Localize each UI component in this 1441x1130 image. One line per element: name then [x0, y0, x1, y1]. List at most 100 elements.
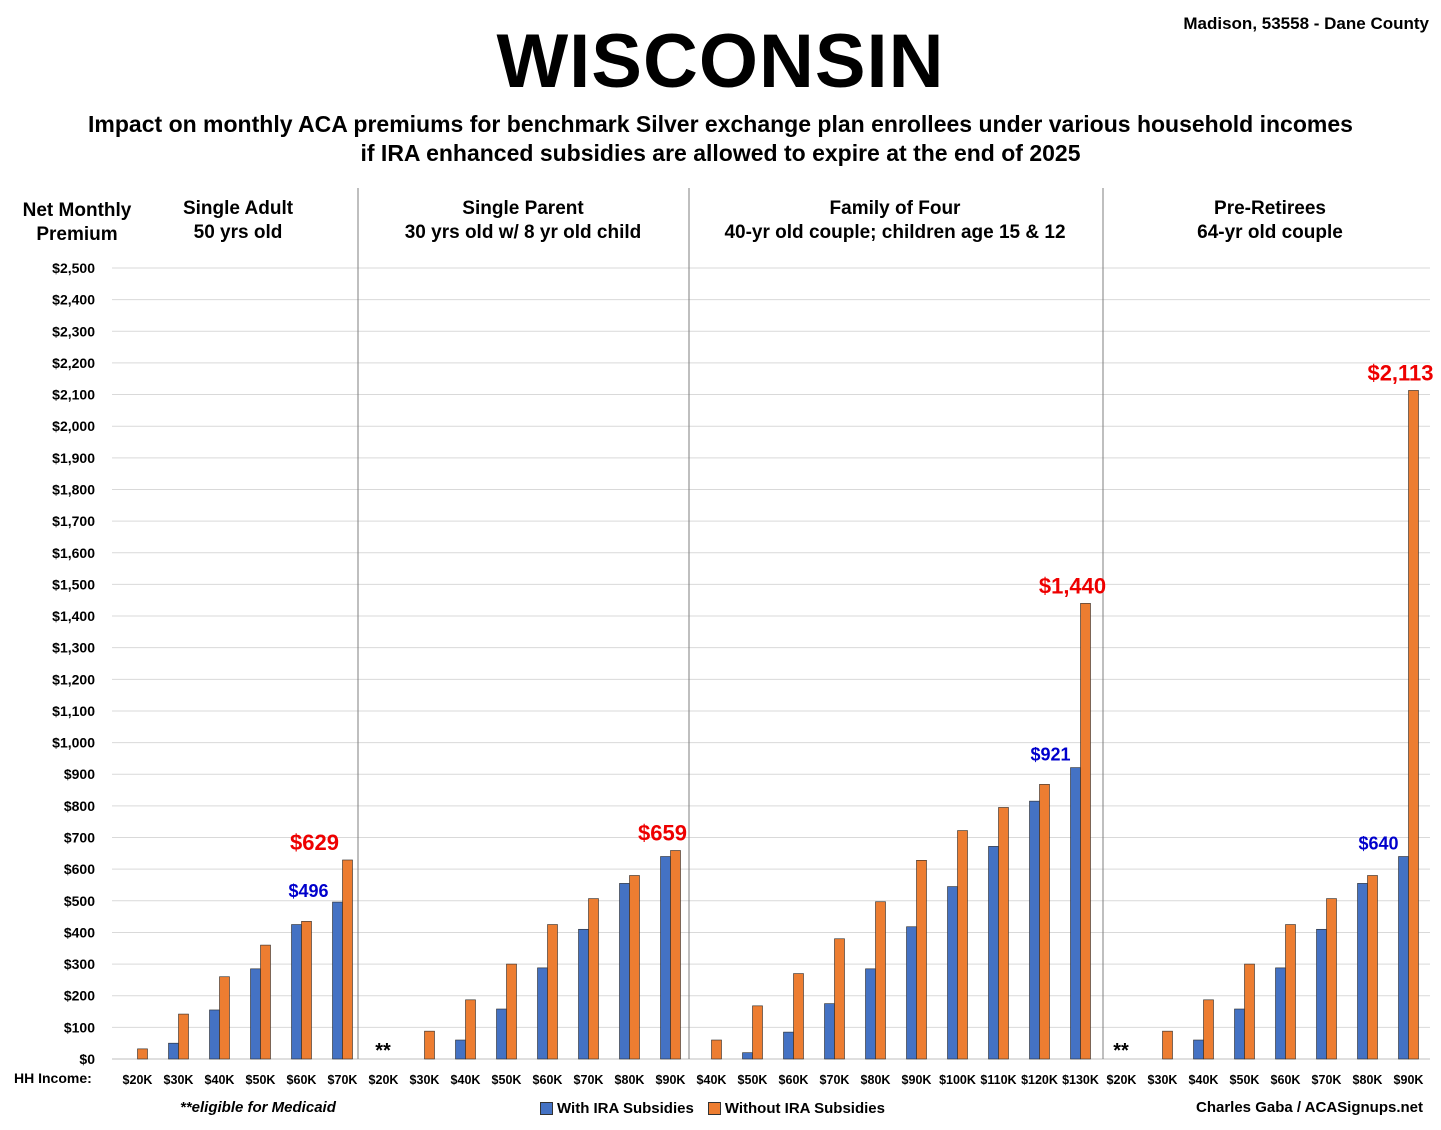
- y-axis-label: Net Monthly Premium: [8, 199, 146, 247]
- legend-label-without: Without IRA Subsidies: [724, 1100, 885, 1117]
- x-tick-label: $130K: [1062, 1073, 1099, 1087]
- panel-title-line-1: Pre-Retirees: [1214, 198, 1326, 219]
- y-tick-label: $1,600: [52, 545, 95, 561]
- page-title: WISCONSIN: [496, 19, 945, 104]
- bar-without-ira: [1162, 1030, 1173, 1060]
- x-tick-label: $30K: [1148, 1073, 1178, 1087]
- subtitle-line-1: Impact on monthly ACA premiums for bench…: [88, 111, 1353, 137]
- x-tick-label: $100K: [939, 1073, 976, 1087]
- bar-without-ira: [1203, 999, 1214, 1060]
- x-tick-label: $110K: [980, 1073, 1016, 1087]
- bar-without-ira: [875, 901, 886, 1060]
- bar-without-ira: [1039, 784, 1050, 1060]
- bar-without-ira: [424, 1030, 435, 1060]
- panel-title-line-2: 50 yrs old: [193, 222, 283, 243]
- x-tick-label: $70K: [328, 1073, 358, 1087]
- bar-with-ira: [537, 967, 548, 1060]
- y-tick-label: $1,700: [52, 513, 95, 529]
- y-tick-label: $300: [64, 956, 95, 972]
- bar-with-ira: [1316, 928, 1327, 1060]
- bar-without-ira: [301, 921, 312, 1060]
- bar-with-ira: [455, 1039, 466, 1060]
- y-tick-label: $600: [64, 861, 95, 877]
- y-tick-label: $1,100: [52, 703, 95, 719]
- y-tick-label: $200: [64, 988, 95, 1004]
- y-tick-label: $400: [64, 924, 95, 940]
- value-label-without-ira: $2,113: [1367, 360, 1433, 385]
- x-tick-label: $80K: [1353, 1073, 1383, 1087]
- bar-without-ira: [506, 963, 517, 1060]
- y-tick-label: $2,200: [52, 355, 95, 371]
- x-tick-label: $50K: [492, 1073, 522, 1087]
- bar-without-ira: [178, 1013, 189, 1060]
- bar-without-ira: [998, 807, 1009, 1060]
- bar-without-ira: [1244, 963, 1255, 1060]
- value-label-with-ira: $640: [1358, 834, 1398, 854]
- bar-with-ira: [1357, 883, 1368, 1060]
- bar-with-ira: [209, 1009, 220, 1060]
- legend-item-without: Without IRA Subsidies: [707, 1100, 885, 1117]
- y-tick-label: $900: [64, 766, 95, 782]
- x-tick-label: $70K: [574, 1073, 604, 1087]
- y-tick-label: $2,300: [52, 323, 95, 339]
- value-label-with-ira: $496: [288, 881, 328, 901]
- bar-with-ira: [619, 883, 630, 1060]
- x-tick-label: $20K: [369, 1073, 399, 1087]
- x-tick-label: $50K: [1230, 1073, 1260, 1087]
- hh-income-label: HH Income:: [14, 1070, 92, 1086]
- bar-with-ira: [824, 1003, 835, 1060]
- bar-without-ira: [1367, 875, 1378, 1060]
- x-tick-label: $60K: [287, 1073, 317, 1087]
- medicaid-footnote: **eligible for Medicaid: [180, 1099, 336, 1116]
- x-tick-label: $120K: [1021, 1073, 1058, 1087]
- bar-with-ira: [496, 1008, 507, 1060]
- y-tick-label: $500: [64, 893, 95, 909]
- x-tick-label: $50K: [738, 1073, 768, 1087]
- medicaid-marker: **: [1113, 1040, 1129, 1062]
- panel-title-line-1: Single Adult: [182, 198, 294, 219]
- value-label-without-ira: $629: [290, 830, 339, 855]
- panel-title-line-2: 40-yr old couple; children age 15 & 12: [724, 222, 1066, 243]
- bar-with-ira: [1275, 967, 1286, 1060]
- y-tick-label: $2,400: [52, 292, 95, 308]
- x-tick-label: $20K: [123, 1073, 153, 1087]
- x-tick-label: $80K: [615, 1073, 645, 1087]
- bar-without-ira: [629, 875, 640, 1060]
- bar-without-ira: [957, 830, 968, 1060]
- y-tick-label: $0: [79, 1051, 95, 1067]
- y-tick-label: $1,300: [52, 640, 95, 656]
- bar-without-ira: [1408, 390, 1419, 1060]
- bar-without-ira: [219, 976, 230, 1060]
- y-tick-label: $1,800: [52, 481, 95, 497]
- y-tick-label: $1,500: [52, 576, 95, 592]
- bar-with-ira: [578, 928, 589, 1060]
- y-tick-label: $2,100: [52, 387, 95, 403]
- x-tick-label: $60K: [533, 1073, 563, 1087]
- bar-without-ira: [547, 924, 558, 1060]
- y-axis-label-line-2: Premium: [36, 224, 118, 245]
- bar-with-ira: [742, 1052, 753, 1060]
- bar-with-ira: [906, 926, 917, 1060]
- bar-with-ira: [947, 886, 958, 1060]
- bar-with-ira: [660, 856, 671, 1060]
- legend-swatch-without: [707, 1102, 721, 1115]
- x-tick-label: $80K: [861, 1073, 891, 1087]
- panel-title-single-parent: Single Parent 30 yrs old w/ 8 yr old chi…: [358, 197, 688, 245]
- bar-without-ira: [752, 1005, 763, 1060]
- x-tick-label: $60K: [779, 1073, 809, 1087]
- bar-with-ira: [291, 924, 302, 1060]
- location-label: Madison, 53558 - Dane County: [1183, 14, 1429, 33]
- x-tick-label: $50K: [246, 1073, 276, 1087]
- x-tick-label: $30K: [410, 1073, 440, 1087]
- x-tick-label: $20K: [1107, 1073, 1137, 1087]
- medicaid-marker: **: [375, 1040, 391, 1062]
- bar-without-ira: [260, 944, 271, 1060]
- panel-title-family-of-four: Family of Four 40-yr old couple; childre…: [688, 197, 1102, 245]
- y-tick-label: $1,200: [52, 671, 95, 687]
- panel-title-line-1: Single Parent: [462, 198, 584, 219]
- bar-without-ira: [670, 850, 681, 1060]
- bar-without-ira: [711, 1039, 722, 1060]
- bar-without-ira: [793, 973, 804, 1060]
- bar-with-ira: [988, 846, 999, 1060]
